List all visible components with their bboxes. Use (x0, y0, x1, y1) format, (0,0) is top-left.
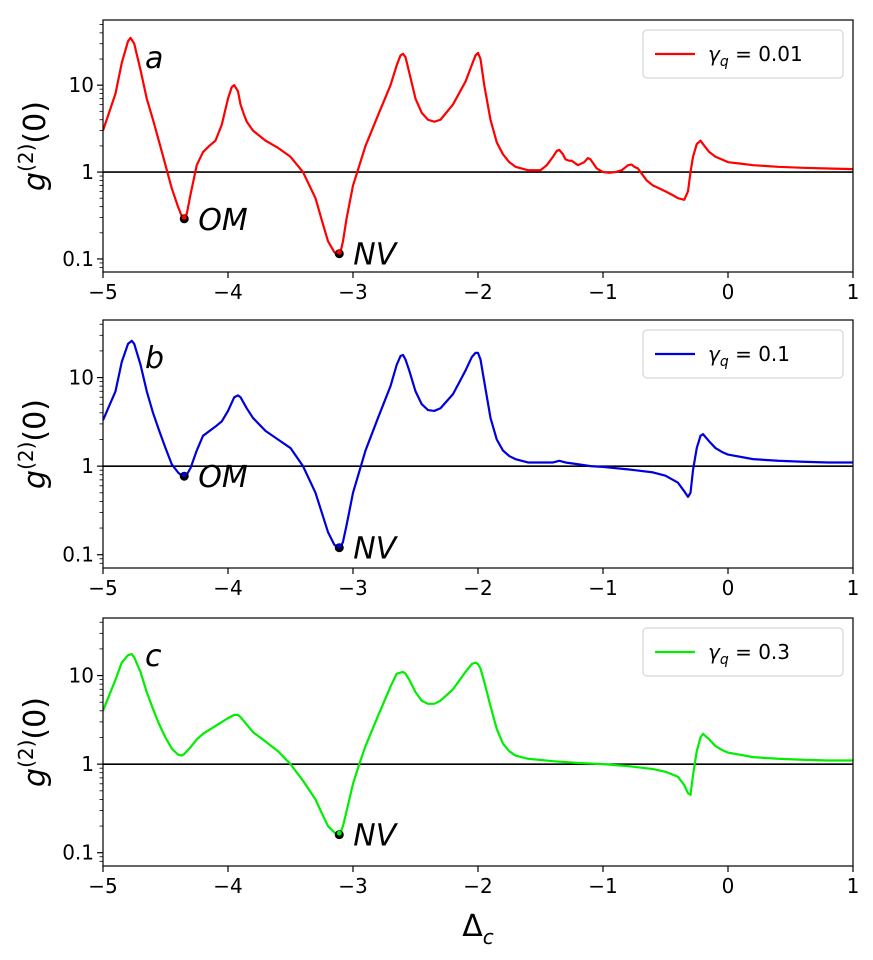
x-tick-label: 1 (847, 280, 860, 304)
y-tick-label: 10 (69, 664, 94, 688)
x-tick-label: −2 (463, 874, 492, 898)
legend: γq = 0.1 (642, 329, 844, 379)
x-tick-label: 0 (722, 874, 735, 898)
series-line (103, 339, 853, 549)
x-tick-label: −4 (213, 576, 242, 600)
x-tick-label: −2 (463, 280, 492, 304)
legend-label: γq = 0.01 (708, 42, 803, 70)
panel-letter: c (145, 639, 162, 674)
y-tick-label: 0.1 (62, 247, 94, 271)
x-axis-label: Δc (462, 909, 494, 949)
annotation-nv: NV (353, 819, 398, 854)
x-tick-label: −5 (88, 576, 117, 600)
y-tick-label: 10 (69, 366, 94, 390)
y-tick-label: 10 (69, 73, 94, 97)
x-tick-label: −3 (338, 280, 367, 304)
annotation-nv: NV (353, 532, 398, 567)
legend-box (642, 29, 844, 79)
y-axis-label: g(2)(0) (14, 697, 53, 787)
y-axis-label: g(2)(0) (14, 399, 53, 489)
legend-box (642, 329, 844, 379)
y-tick-label: 1 (81, 752, 94, 776)
x-tick-label: 1 (847, 576, 860, 600)
x-tick-label: −3 (338, 576, 367, 600)
x-tick-label: 0 (722, 280, 735, 304)
annotation-nv: NV (353, 238, 398, 273)
annotation-om: OM (198, 203, 248, 238)
panel-letter: a (145, 41, 163, 76)
x-tick-label: −4 (213, 874, 242, 898)
legend-label: γq = 0.1 (708, 342, 790, 370)
panel-c: NV −5 −4 −3 −2 −1 0 1 0.1 1 10 c g(2)(0) γq = 0.3 Δc (14, 617, 860, 949)
panel-a: OM NV −5 −4 −3 −2 −1 0 1 0.1 1 10 a g(2)(0) γq = 0.01 (14, 19, 860, 304)
marker-inner-om (181, 472, 187, 478)
annotation-om: OM (198, 460, 248, 495)
legend: γq = 0.3 (642, 627, 844, 677)
y-tick-label: 1 (81, 160, 94, 184)
x-tick-label: −1 (588, 874, 617, 898)
x-tick-label: −2 (463, 576, 492, 600)
y-tick-label: 1 (81, 454, 94, 478)
marker-inner-om (181, 214, 187, 220)
x-tick-label: 0 (722, 576, 735, 600)
legend-label: γq = 0.3 (708, 640, 790, 668)
marker-inner-nv (336, 543, 342, 549)
series-line (103, 652, 853, 836)
panel-letter: b (145, 341, 164, 376)
y-tick-label: 0.1 (62, 543, 94, 567)
panel-b: OM NV −5 −4 −3 −2 −1 0 1 0.1 1 10 b g(2)(0) γq = 0.1 (14, 319, 860, 600)
x-tick-label: 1 (847, 874, 860, 898)
legend: γq = 0.01 (642, 29, 844, 79)
x-tick-label: −3 (338, 874, 367, 898)
series-line (103, 36, 853, 257)
x-tick-label: −1 (588, 280, 617, 304)
marker-inner-nv (336, 249, 342, 255)
y-tick-label: 0.1 (62, 841, 94, 865)
x-tick-label: −1 (588, 576, 617, 600)
legend-box (642, 627, 844, 677)
marker-inner-nv (336, 830, 342, 836)
y-axis-label: g(2)(0) (14, 101, 53, 191)
x-tick-label: −4 (213, 280, 242, 304)
x-tick-label: −5 (88, 874, 117, 898)
x-tick-label: −5 (88, 280, 117, 304)
